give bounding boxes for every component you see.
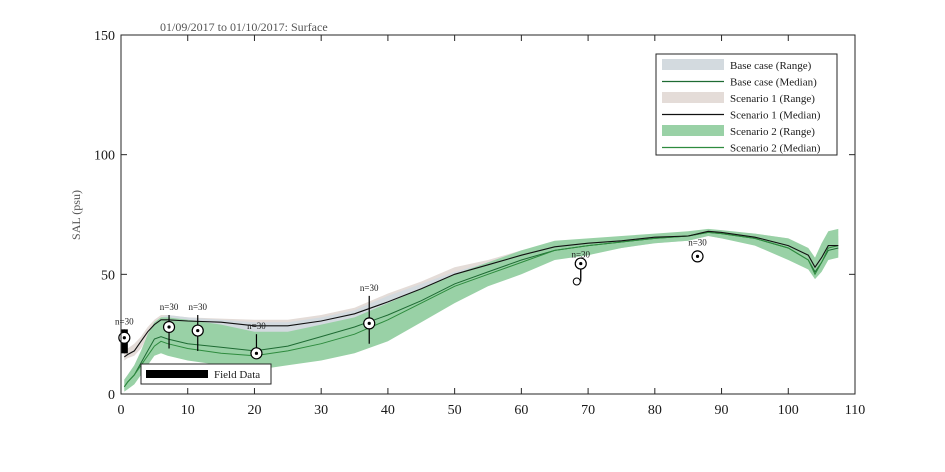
legend-label: Scenario 2 (Median) bbox=[730, 143, 821, 155]
field-legend-swatch bbox=[146, 370, 208, 378]
field-data-marker-dot bbox=[196, 328, 200, 333]
legend-swatch bbox=[662, 125, 724, 136]
legend-entry: Scenario 1 (Median) bbox=[662, 110, 821, 122]
field-data-n-label: n=30 bbox=[247, 321, 266, 331]
field-data-marker-dot bbox=[167, 325, 171, 329]
legend-label: Scenario 1 (Range) bbox=[730, 93, 815, 105]
scenario1-median-line bbox=[123, 230, 839, 358]
y-axis-label: SAL (psu) bbox=[69, 190, 83, 240]
x-tick-label: 70 bbox=[581, 403, 595, 418]
legend-entry: Scenario 1 (Range) bbox=[662, 92, 815, 105]
y-tick-label: 50 bbox=[101, 268, 115, 283]
legend-swatch bbox=[662, 59, 724, 70]
legend-entry: Scenario 2 (Median) bbox=[662, 143, 821, 155]
axes-box bbox=[120, 34, 856, 395]
field-data-marker-dot bbox=[122, 336, 126, 340]
legend-entry: Scenario 2 (Range) bbox=[662, 125, 815, 138]
field-data-n-label: n=30 bbox=[571, 249, 590, 259]
field-data-point: n=30 bbox=[247, 321, 266, 360]
legend-box bbox=[655, 53, 838, 156]
x-tick-label: 110 bbox=[845, 403, 865, 418]
legend: Base case (Range) Base case (Median) Scena… bbox=[655, 53, 838, 156]
x-tick-label: 60 bbox=[514, 403, 528, 418]
legend-label: Base case (Median) bbox=[730, 77, 817, 89]
field-data-point: n=30 bbox=[571, 249, 591, 286]
chart-title: 01/09/2017 to 01/10/2017: Surface bbox=[160, 20, 328, 34]
axes: 0 10 20 30 40 50 60 70 80 90 100 110 0 50 100 150 bbox=[94, 29, 865, 418]
scenario2-range-band bbox=[124, 228, 839, 392]
legend-label: Scenario 1 (Median) bbox=[730, 110, 821, 122]
y-tick-label: 100 bbox=[94, 149, 115, 164]
field-data-marker-dot bbox=[579, 261, 583, 266]
field-data-n-label: n=30 bbox=[115, 316, 134, 326]
x-tick-label: 20 bbox=[247, 403, 261, 418]
field-data-point: n=30 bbox=[115, 316, 134, 354]
field-data-legend: Field Data bbox=[140, 363, 272, 385]
legend-entry: Base case (Range) bbox=[662, 59, 812, 72]
y-tick-label: 0 bbox=[108, 388, 115, 403]
x-tick-label: 90 bbox=[715, 403, 729, 418]
field-data-point: n=30 bbox=[160, 302, 179, 349]
scenario2-median-line bbox=[123, 231, 839, 388]
x-tick-label: 80 bbox=[648, 403, 662, 418]
field-data-point: n=30 bbox=[188, 302, 208, 351]
legend-label: Base case (Range) bbox=[730, 60, 812, 72]
field-data-n-label: n=30 bbox=[688, 237, 707, 247]
x-tick-label: 50 bbox=[448, 403, 462, 418]
field-data-outlier bbox=[572, 277, 581, 286]
x-tick-label: 0 bbox=[118, 403, 125, 418]
field-data-marker-dot bbox=[367, 321, 371, 325]
x-tick-label: 30 bbox=[314, 403, 328, 418]
field-data-marker-dot bbox=[695, 254, 700, 258]
field-data-point: n=30 bbox=[688, 237, 707, 263]
legend-entry: Base case (Median) bbox=[662, 77, 817, 89]
y-tick-label: 150 bbox=[94, 29, 115, 44]
field-data-point: n=30 bbox=[360, 283, 379, 344]
field-data-marker-dot bbox=[254, 351, 259, 355]
x-tick-label: 100 bbox=[778, 403, 799, 418]
plot-area bbox=[123, 228, 839, 392]
legend-label: Scenario 2 (Range) bbox=[730, 126, 815, 138]
x-tick-label: 10 bbox=[181, 403, 195, 418]
field-data-layer: n=30 n=30 n=30 n=30 n=30 n=30 n=30 bbox=[115, 237, 707, 360]
field-data-n-label: n=30 bbox=[188, 302, 207, 312]
field-data-n-label: n=30 bbox=[360, 283, 379, 293]
field-legend-label: Field Data bbox=[214, 369, 260, 381]
x-tick-label: 40 bbox=[381, 403, 395, 418]
legend-swatch bbox=[662, 92, 724, 103]
field-data-n-label: n=30 bbox=[160, 302, 179, 312]
